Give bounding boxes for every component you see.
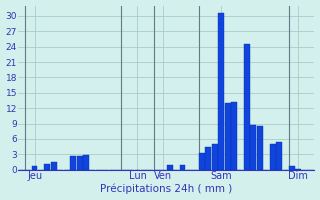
Bar: [250, 125, 256, 170]
Bar: [257, 126, 263, 170]
Bar: [199, 153, 205, 170]
Bar: [32, 166, 37, 170]
Bar: [70, 156, 76, 170]
Bar: [76, 156, 83, 170]
Bar: [167, 165, 172, 170]
Bar: [83, 155, 89, 170]
Bar: [231, 102, 237, 170]
Bar: [225, 103, 230, 170]
Bar: [218, 13, 224, 170]
Bar: [295, 169, 301, 170]
Bar: [44, 164, 50, 170]
Bar: [270, 144, 276, 170]
Bar: [180, 165, 186, 170]
Bar: [212, 144, 218, 170]
Bar: [276, 142, 282, 170]
Bar: [244, 44, 250, 170]
Bar: [289, 166, 295, 170]
X-axis label: Précipitations 24h ( mm ): Précipitations 24h ( mm ): [100, 184, 233, 194]
Bar: [51, 162, 57, 170]
Bar: [205, 147, 211, 170]
